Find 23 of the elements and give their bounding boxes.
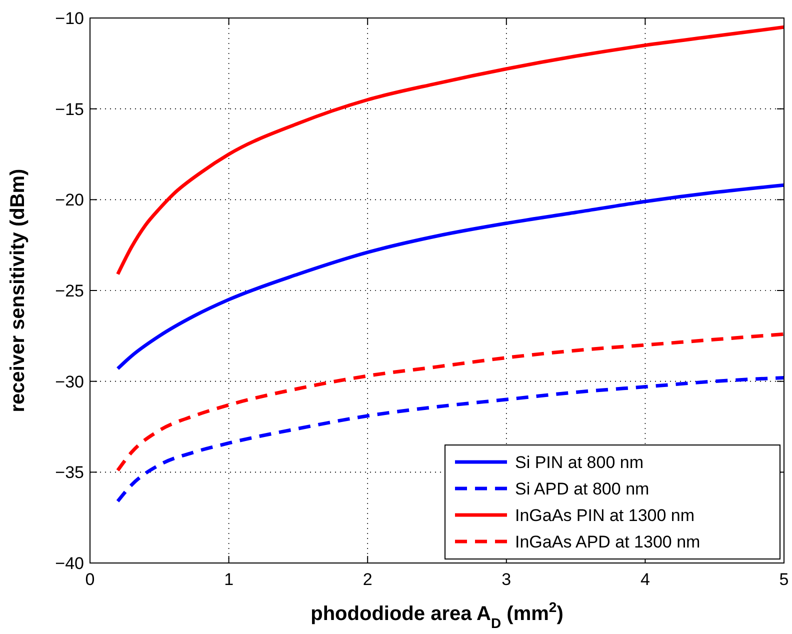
- x-tick-label: 0: [85, 570, 95, 589]
- x-axis-title: phododiode area A$_{D}$ (mm$^{2}$): [310, 599, 564, 631]
- x-tick-label: 4: [640, 570, 650, 589]
- y-tick-label: −40: [55, 554, 84, 573]
- y-tick-label: −10: [55, 9, 84, 28]
- legend-label: InGaAs PIN at 1300 nm: [515, 506, 695, 525]
- y-tick-label: −25: [55, 282, 84, 300]
- line-series: [116, 332, 784, 472]
- line-series: [116, 376, 784, 503]
- y-axis-title: receiver sensitivity (dBm): [7, 168, 29, 412]
- x-tick-label: 3: [502, 570, 512, 589]
- y-tick-label: −15: [55, 100, 84, 119]
- y-tick-label: −35: [55, 463, 84, 482]
- x-tick-label: 1: [224, 570, 234, 589]
- y-tick-label: −20: [55, 190, 84, 210]
- line-series: [116, 25, 784, 276]
- x-tick-label: 2: [362, 570, 372, 589]
- line-series: [116, 183, 784, 370]
- y-tick-label: −30: [55, 372, 84, 392]
- legend-label: Si PIN at 800 nm: [515, 453, 644, 472]
- legend-label: InGaAs APD at 1300 nm: [515, 532, 700, 552]
- x-tick-label: 5: [779, 570, 789, 589]
- legend-label: Si APD at 800 nm: [515, 480, 650, 498]
